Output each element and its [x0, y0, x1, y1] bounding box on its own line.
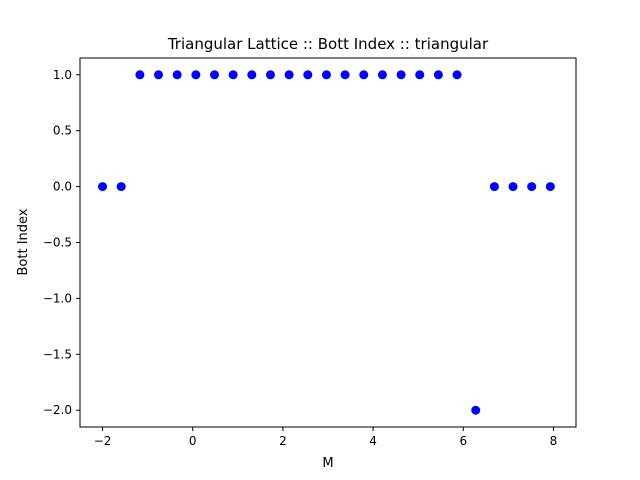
x-tick-label: 2 — [279, 434, 287, 448]
data-point — [527, 182, 537, 192]
x-tick-label: −2 — [94, 434, 112, 448]
y-tick-label: 0.5 — [53, 124, 72, 138]
data-point — [228, 70, 238, 80]
x-tick-label: 8 — [550, 434, 558, 448]
y-tick-label: 0.0 — [53, 180, 72, 194]
y-tick-label: −2.0 — [43, 403, 72, 417]
data-point — [359, 70, 369, 80]
data-point — [489, 182, 499, 192]
data-point — [265, 70, 275, 80]
data-point — [321, 70, 331, 80]
data-point — [135, 70, 145, 80]
data-point — [471, 405, 481, 415]
data-point — [284, 70, 294, 80]
y-axis-label: Bott Index — [16, 208, 31, 275]
data-point — [433, 70, 443, 80]
plot-frame — [79, 57, 577, 428]
data-point — [303, 70, 313, 80]
data-point — [340, 70, 350, 80]
data-point — [172, 70, 182, 80]
x-tick-label: 6 — [459, 434, 467, 448]
x-axis-label: M — [322, 456, 333, 471]
y-tick-label: −0.5 — [43, 236, 72, 250]
data-point — [396, 70, 406, 80]
y-tick-label: −1.0 — [43, 291, 72, 305]
data-point — [415, 70, 425, 80]
data-point — [545, 182, 555, 192]
data-point — [116, 182, 126, 192]
x-tick-label: 4 — [369, 434, 377, 448]
data-point — [452, 70, 462, 80]
data-point — [508, 182, 518, 192]
data-point — [377, 70, 387, 80]
x-tick-label: 0 — [189, 434, 197, 448]
data-point — [210, 70, 220, 80]
y-tick-label: 1.0 — [53, 68, 72, 82]
data-point — [98, 182, 108, 192]
data-points — [98, 70, 555, 415]
data-point — [247, 70, 257, 80]
data-point — [154, 70, 164, 80]
y-tick-label: −1.5 — [43, 347, 72, 361]
axis-ticks: −2 0 2 4 6 8 1.0 0.5 0.0 −0.5 −1.0 −1.5 −2.0 — [43, 68, 557, 448]
chart-title: Triangular Lattice :: Bott Index :: tria… — [167, 35, 489, 53]
data-point — [191, 70, 201, 80]
